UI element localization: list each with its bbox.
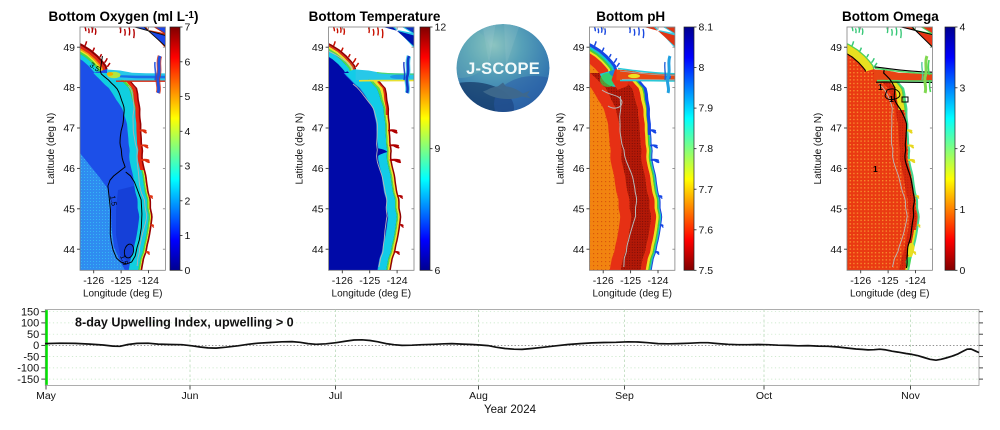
svg-text:8.1: 8.1 [699,22,714,34]
svg-text:6: 6 [435,265,441,277]
svg-text:4: 4 [960,22,966,34]
svg-text:8: 8 [699,62,705,74]
svg-text:48: 48 [312,82,324,94]
svg-text:-126: -126 [850,275,871,287]
svg-text:8-day Upwelling Index, upwelli: 8-day Upwelling Index, upwelling > 0 [75,316,294,330]
svg-text:4: 4 [185,126,191,138]
svg-text:0: 0 [185,265,191,277]
svg-text:-125: -125 [359,275,380,287]
svg-text:49: 49 [573,42,585,54]
svg-text:Longitude (deg E): Longitude (deg E) [592,289,672,300]
svg-text:45: 45 [573,203,585,215]
svg-text:46: 46 [830,163,842,175]
svg-text:0: 0 [960,265,966,277]
svg-text:1: 1 [878,82,883,92]
svg-text:Sep: Sep [615,390,634,402]
svg-text:2: 2 [960,143,966,155]
svg-text:12: 12 [435,22,447,34]
svg-text:-125: -125 [111,275,132,287]
svg-text:Bottom Omega: Bottom Omega [842,9,939,24]
svg-text:Aug: Aug [469,390,488,402]
svg-text:J-SCOPE: J-SCOPE [466,60,540,78]
svg-text:-124: -124 [647,275,668,287]
svg-text:Year 2024: Year 2024 [484,404,537,416]
svg-text:46: 46 [312,163,324,175]
svg-text:49: 49 [312,42,324,54]
svg-text:Jun: Jun [182,390,199,402]
svg-text:44: 44 [830,244,842,256]
svg-text:0: 0 [33,340,39,352]
svg-text:-125: -125 [878,275,899,287]
svg-text:44: 44 [312,244,324,256]
svg-text:7.9: 7.9 [699,103,714,115]
svg-text:47: 47 [573,123,585,135]
svg-text:100: 100 [21,318,39,330]
svg-text:7.7: 7.7 [699,184,714,196]
svg-text:47: 47 [63,123,75,135]
svg-text:48: 48 [63,82,75,94]
svg-text:7.6: 7.6 [699,224,714,236]
svg-text:-124: -124 [387,275,408,287]
svg-text:Latitude (deg N): Latitude (deg N) [46,113,57,185]
svg-text:Latitude (deg N): Latitude (deg N) [813,113,824,185]
svg-text:Oct: Oct [756,390,772,402]
svg-text:5: 5 [185,91,191,103]
svg-text:-150: -150 [17,374,39,386]
svg-text:-124: -124 [905,275,926,287]
svg-text:45: 45 [830,203,842,215]
svg-text:47: 47 [830,123,842,135]
svg-text:9: 9 [435,143,441,155]
svg-text:49: 49 [63,42,75,54]
svg-text:2: 2 [185,195,191,207]
svg-text:44: 44 [573,244,585,256]
svg-text:-124: -124 [138,275,159,287]
svg-text:48: 48 [573,82,585,94]
svg-text:-125: -125 [620,275,641,287]
svg-text:49: 49 [830,42,842,54]
svg-text:7: 7 [185,22,191,34]
svg-text:-126: -126 [83,275,104,287]
svg-text:6: 6 [185,56,191,68]
svg-text:-126: -126 [593,275,614,287]
svg-text:7.5: 7.5 [699,265,714,277]
svg-text:3: 3 [185,161,191,173]
svg-text:Bottom Oxygen (ml L-1): Bottom Oxygen (ml L-1) [49,9,199,24]
svg-text:45: 45 [312,203,324,215]
svg-text:Latitude (deg N): Latitude (deg N) [556,113,567,185]
svg-text:-100: -100 [17,363,39,375]
svg-text:44: 44 [63,244,75,256]
svg-text:Longitude (deg E): Longitude (deg E) [83,289,163,300]
svg-text:Jul: Jul [329,390,342,402]
svg-text:Latitude (deg N): Latitude (deg N) [295,113,306,185]
svg-text:1: 1 [873,164,878,174]
svg-text:1: 1 [185,230,191,242]
svg-text:Longitude (deg E): Longitude (deg E) [332,289,412,300]
svg-text:1.5: 1.5 [108,195,119,207]
svg-text:150: 150 [21,307,39,319]
svg-text:47: 47 [312,123,324,135]
svg-text:1.5: 1.5 [118,254,130,267]
svg-text:50: 50 [27,329,39,341]
svg-text:Bottom pH: Bottom pH [596,9,665,24]
svg-text:-126: -126 [332,275,353,287]
svg-text:45: 45 [63,203,75,215]
svg-text:46: 46 [63,163,75,175]
svg-text:1: 1 [960,204,966,216]
svg-text:48: 48 [830,82,842,94]
svg-text:May: May [36,390,57,402]
svg-text:-50: -50 [23,351,39,363]
svg-text:Bottom Temperature: Bottom Temperature [309,9,441,24]
svg-text:46: 46 [573,163,585,175]
svg-text:Longitude (deg E): Longitude (deg E) [850,289,930,300]
svg-text:Nov: Nov [901,390,920,402]
svg-text:1: 1 [889,94,894,104]
svg-text:7.8: 7.8 [699,143,714,155]
svg-text:3: 3 [960,82,966,94]
